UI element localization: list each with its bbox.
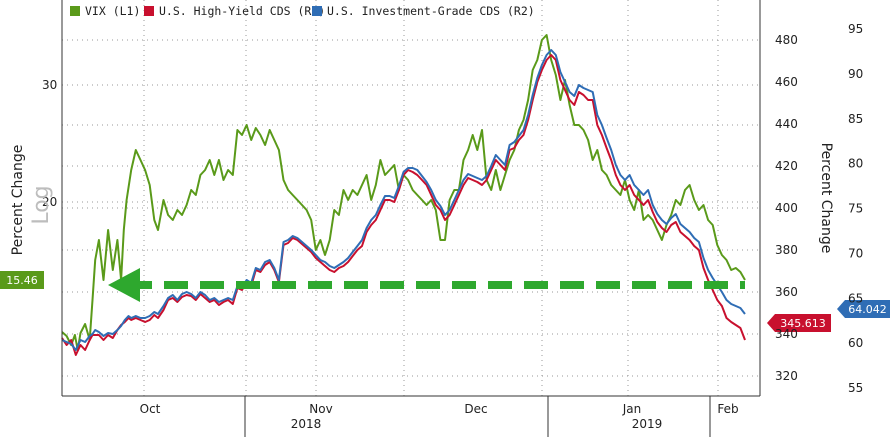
right-axis-title: Percent Change xyxy=(818,143,834,254)
x-month-label: Jan xyxy=(622,402,642,416)
hy-last-badge-label: 345.613 xyxy=(780,317,826,330)
legend-label: U.S. High-Yield CDS (R1) xyxy=(159,4,325,18)
series-line xyxy=(61,34,746,351)
right1-tick-label: 440 xyxy=(775,117,798,131)
x-month-label: Nov xyxy=(309,402,332,416)
grid xyxy=(62,0,760,396)
right2-tick-label: 85 xyxy=(848,112,863,126)
right2-tick-label: 60 xyxy=(848,336,863,350)
legend: VIX (L1) U.S. High-Yield CDS (R1) U.S. Inv… xyxy=(70,4,535,18)
right1-tick-label: 340 xyxy=(775,327,798,341)
x-month-label: Feb xyxy=(717,402,738,416)
x-year-label: 2018 xyxy=(291,417,322,431)
log-scale-label: Log xyxy=(29,185,54,224)
ig-last-badge-label: 64.042 xyxy=(848,303,887,316)
x-month-label: Dec xyxy=(464,402,487,416)
vix-last-badge-label: 15.46 xyxy=(6,274,38,287)
left-tick-label: 30 xyxy=(42,78,57,92)
ig-last-badge-bg xyxy=(837,300,890,318)
legend-swatch xyxy=(144,6,154,16)
vix-last-badge-bg xyxy=(0,271,44,289)
right2-tick-label: 70 xyxy=(848,246,863,260)
legend-label: VIX (L1) xyxy=(85,4,140,18)
axis-layer: 30 20 480 460 440 420 400 380 360 340 320 95 90 85 80 7… xyxy=(10,0,863,437)
series-layer xyxy=(61,34,746,356)
series-line xyxy=(61,49,746,351)
right1-tick-label: 420 xyxy=(775,159,798,173)
right1-tick-label: 480 xyxy=(775,33,798,47)
right1-tick-label: 320 xyxy=(775,369,798,383)
x-month-label: Oct xyxy=(140,402,161,416)
legend-swatch xyxy=(70,6,80,16)
left-axis-title: Percent Change xyxy=(10,145,26,256)
right2-tick-label: 75 xyxy=(848,202,863,216)
x-year-label: 2019 xyxy=(632,417,663,431)
right1-tick-label: 360 xyxy=(775,285,798,299)
right2-tick-label: 90 xyxy=(848,67,863,81)
right2-tick-label: 65 xyxy=(848,291,863,305)
annotation-layer: 15.46 345.613 64.042 xyxy=(0,268,890,332)
hy-last-badge-bg xyxy=(767,314,831,332)
right2-tick-label: 95 xyxy=(848,22,863,36)
dashed-arrow-head xyxy=(108,268,140,302)
right1-tick-label: 380 xyxy=(775,243,798,257)
legend-label: U.S. Investment-Grade CDS (R2) xyxy=(327,4,535,18)
left-tick-label: 20 xyxy=(42,195,57,209)
right2-tick-label: 55 xyxy=(848,381,863,395)
right1-tick-label: 400 xyxy=(775,201,798,215)
right2-tick-label: 80 xyxy=(848,157,863,171)
legend-swatch xyxy=(312,6,322,16)
right1-tick-label: 460 xyxy=(775,75,798,89)
